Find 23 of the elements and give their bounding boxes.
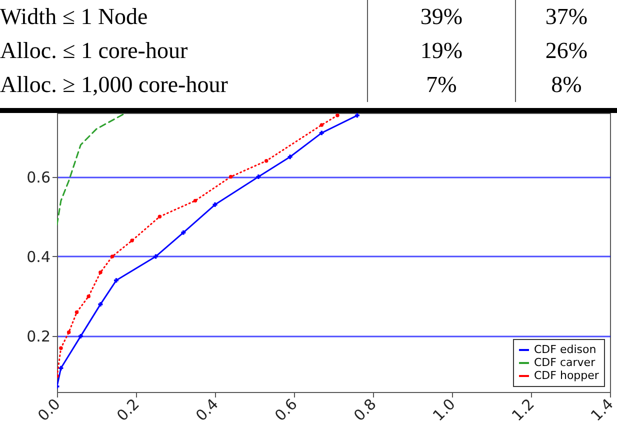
x-tick-label: 0.0 <box>34 395 64 425</box>
text: 39% <box>367 0 515 34</box>
y-tick-label: 0.2 <box>26 328 50 346</box>
legend-label: CDF edison <box>534 343 596 356</box>
x-tick-label: 0.2 <box>113 395 143 425</box>
x-tick-label: 1.2 <box>508 395 538 425</box>
x-tick-label: 0.6 <box>271 395 301 425</box>
text: Width ≤ 1 Node <box>0 3 149 31</box>
text: 19% <box>367 34 515 68</box>
legend-label: CDF carver <box>534 356 596 369</box>
text: Alloc. ≤ 1 core-hour <box>0 37 189 65</box>
legend-label: CDF hopper <box>534 369 600 382</box>
y-tick-label: 0.6 <box>26 168 50 186</box>
x-tick-label: 1.0 <box>429 395 459 425</box>
x-tick-label: 0.4 <box>192 395 222 425</box>
text: 7% <box>367 68 515 102</box>
x-tick-label: 1.4 <box>587 395 617 425</box>
text: 8% <box>515 68 617 102</box>
x-tick-label: 0.8 <box>350 395 380 425</box>
text: 26% <box>515 34 617 68</box>
y-tick-label: 0.4 <box>26 248 50 266</box>
text: Alloc. ≥ 1,000 core-hour <box>0 71 229 99</box>
text: 37% <box>515 0 617 34</box>
